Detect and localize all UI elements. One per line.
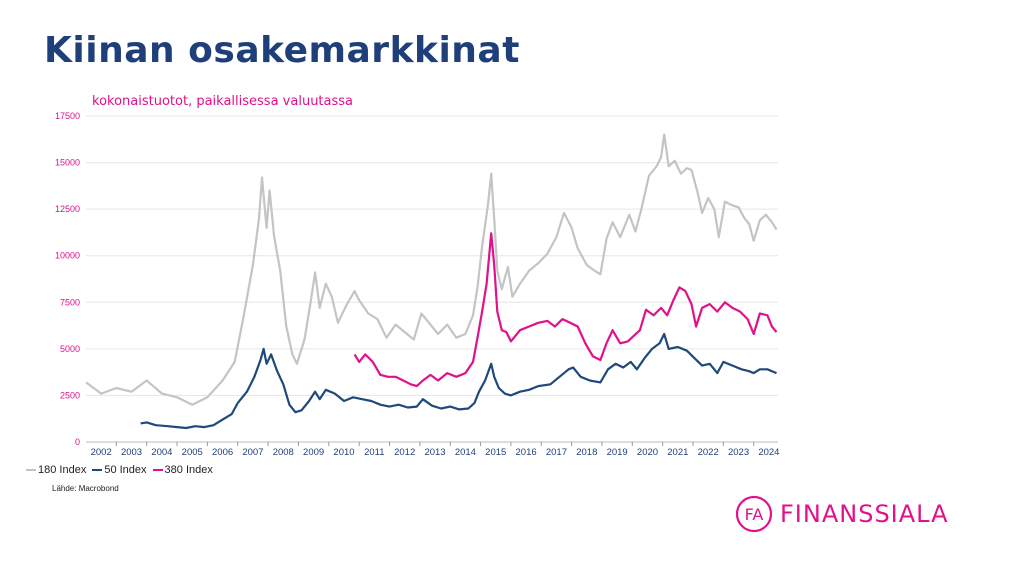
y-tick-label: 2500	[60, 390, 80, 400]
chart-subtitle: kokonaistuotot, paikallisessa valuutassa	[92, 94, 354, 109]
series-line-180-index	[85, 133, 778, 406]
x-tick-label: 2004	[151, 447, 172, 458]
page-title: Kiinan osakemarkkinat	[44, 30, 520, 71]
chart-gridlines	[86, 115, 778, 443]
x-tick-label: 2018	[576, 447, 597, 458]
y-tick-label: 10000	[55, 251, 80, 261]
logo-text: FINANSSIALA	[780, 500, 949, 528]
series-line-380-index	[353, 232, 778, 388]
chart-legend: 180 Index 50 Index 380 Index	[26, 464, 213, 476]
y-tick-label: 7500	[60, 297, 80, 307]
x-tick-label: 2006	[212, 447, 233, 458]
y-tick-label: 5000	[60, 344, 80, 354]
y-tick-label: 17500	[55, 111, 80, 121]
series-line-50-index	[140, 332, 777, 430]
x-tick-label: 2011	[364, 447, 384, 458]
x-tick-label: 2020	[637, 447, 658, 458]
x-tick-label: 2009	[303, 447, 324, 458]
x-tick-label: 2022	[698, 447, 719, 458]
x-tick-label: 2021	[667, 447, 688, 458]
legend-swatch-180	[26, 469, 36, 471]
y-tick-label: 12500	[55, 204, 80, 214]
legend-label-50: 50 Index	[104, 464, 147, 476]
x-tick-label: 2012	[394, 447, 415, 458]
x-tick-label: 2013	[424, 447, 445, 458]
x-tick-label: 2016	[516, 447, 537, 458]
legend-label-180: 180 Index	[38, 464, 87, 476]
x-tick-label: 2015	[485, 447, 506, 458]
legend-item-380: 380 Index	[152, 464, 213, 476]
source-note: Lähde: Macrobond	[52, 484, 119, 493]
legend-label-380: 380 Index	[164, 464, 213, 476]
x-tick-label: 2024	[758, 447, 779, 458]
legend-item-180: 180 Index	[26, 464, 86, 476]
x-tick-label: 2019	[607, 447, 628, 458]
x-tick-label: 2017	[546, 447, 567, 458]
x-tick-label: 2003	[121, 447, 142, 458]
x-tick-label: 2023	[728, 447, 749, 458]
x-tick-label: 2008	[273, 447, 294, 458]
x-tick-label: 2007	[242, 447, 263, 458]
logo-mark: FA	[745, 505, 764, 524]
legend-swatch-50	[92, 469, 103, 471]
y-tick-label: 15000	[55, 158, 80, 168]
chart-series	[85, 133, 778, 430]
finanssiala-logo: FA FINANSSIALA	[734, 494, 949, 534]
y-tick-label: 0	[75, 437, 80, 447]
legend-swatch-380	[152, 469, 163, 471]
x-tick-label: 2010	[333, 447, 354, 458]
fa-logo-icon: FA	[735, 495, 773, 533]
x-tick-label: 2002	[91, 447, 112, 458]
legend-item-50: 50 Index	[92, 464, 147, 476]
x-tick-label: 2005	[182, 447, 203, 458]
x-tick-label: 2014	[455, 447, 476, 458]
x-axis-ticks: 2002 2003 2004 2005 2006 2007 2008 2009 2010 2011…	[91, 442, 779, 458]
y-axis-ticks: 0 2500 5000 7500 10000 12500 15000 17500	[55, 111, 80, 447]
